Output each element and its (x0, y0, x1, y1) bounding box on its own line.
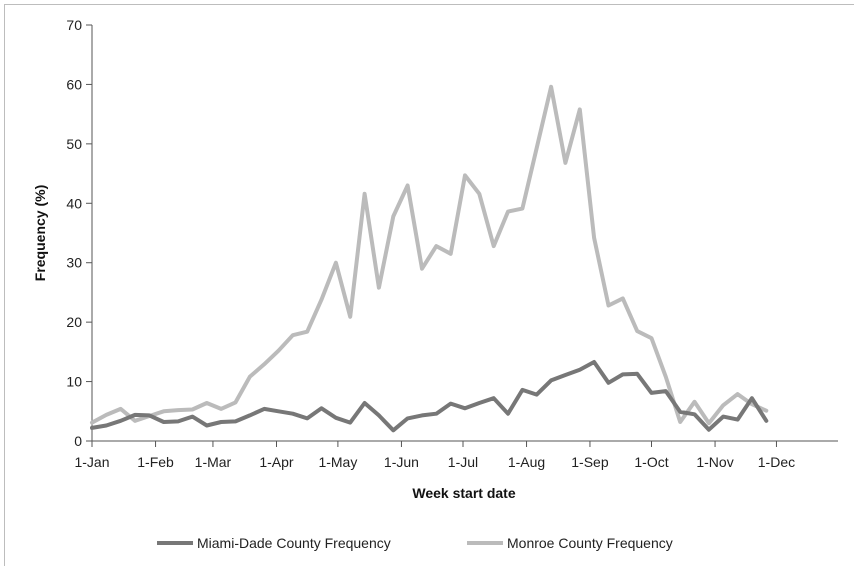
legend-label-miami-dade: Miami-Dade County Frequency (197, 535, 391, 551)
x-tick-label: 1-Jun (384, 454, 419, 470)
y-axis-title: Frequency (%) (32, 185, 48, 281)
x-tick-label: 1-Dec (758, 454, 795, 470)
y-tick-label: 60 (66, 76, 82, 92)
y-tick-label: 50 (66, 136, 82, 152)
x-tick-label: 1-Mar (195, 454, 232, 470)
y-tick-label: 40 (66, 195, 82, 211)
x-tick-label: 1-Nov (696, 454, 733, 470)
legend-label-monroe: Monroe County Frequency (507, 535, 673, 551)
series-line-monroe (90, 84, 769, 426)
axes (91, 25, 838, 442)
series-line-miami-dade (90, 360, 769, 433)
y-tick-label: 10 (66, 374, 82, 390)
series-lines (90, 84, 769, 433)
x-tick-label: 1-Jul (448, 454, 478, 470)
x-axis-title: Week start date (412, 485, 515, 501)
chart-frame (4, 4, 854, 566)
x-tick-label: 1-Apr (259, 454, 294, 470)
x-axis-ticks: 1-Jan 1-Feb 1-Mar 1-Apr 1-May 1-Jun 1-Jul 1-Aug… (74, 441, 795, 470)
x-tick-label: 1-Oct (634, 454, 668, 470)
y-axis-ticks: 0 10 20 30 40 50 60 70 (66, 17, 92, 449)
x-tick-label: 1-Jan (74, 454, 109, 470)
x-tick-label: 1-Aug (508, 454, 545, 470)
x-tick-label: 1-Feb (137, 454, 174, 470)
x-tick-label: 1-Sep (571, 454, 609, 470)
legend: Miami-Dade County Frequency Monroe County… (157, 535, 673, 551)
y-tick-label: 0 (74, 433, 82, 449)
y-tick-label: 20 (66, 314, 82, 330)
y-tick-label: 70 (66, 17, 82, 33)
y-tick-label: 30 (66, 255, 82, 271)
x-tick-label: 1-May (318, 454, 357, 470)
